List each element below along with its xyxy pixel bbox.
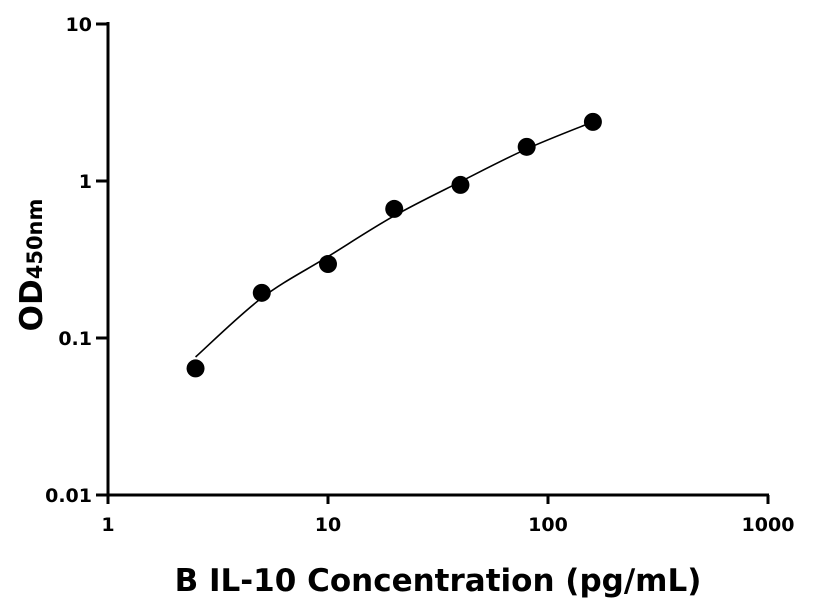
fit-curve <box>195 121 594 358</box>
data-point <box>319 255 337 274</box>
data-point <box>186 359 205 378</box>
y-tick-label: 1 <box>79 171 92 193</box>
x-tick-label: 1 <box>101 514 114 536</box>
y-axis-label: OD450nm <box>14 199 50 332</box>
data-point <box>451 175 470 194</box>
x-axis-label: B IL-10 Concentration (pg/mL) <box>175 563 702 599</box>
x-tick-label: 1000 <box>742 514 795 536</box>
y-tick-label: 10 <box>66 14 92 36</box>
x-tick-label: 10 <box>315 514 341 536</box>
data-point <box>583 112 602 131</box>
y-tick-label: 0.01 <box>45 485 92 507</box>
y-tick-label: 0.1 <box>58 328 92 350</box>
y-label-main: OD <box>14 279 50 331</box>
x-tick-label: 100 <box>528 514 568 536</box>
data-point <box>252 283 271 302</box>
y-label-subscript: 450nm <box>23 199 47 280</box>
